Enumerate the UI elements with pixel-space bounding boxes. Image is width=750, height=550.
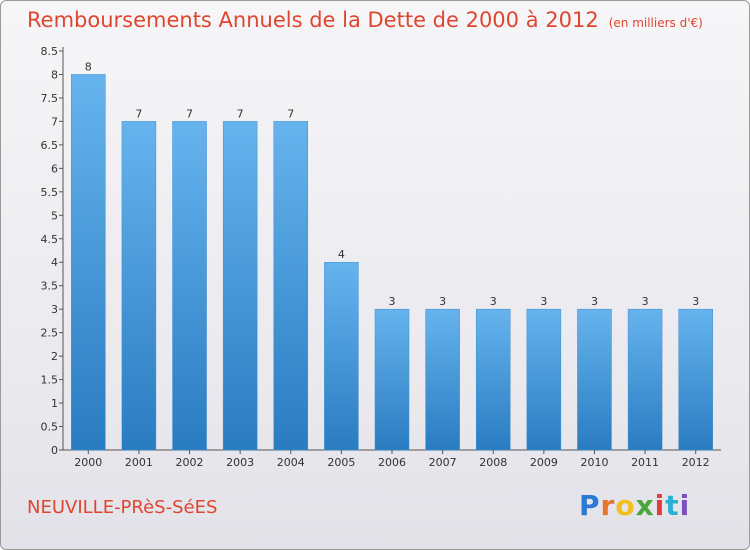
proxiti-logo: Proxiti <box>579 489 690 522</box>
y-tick-label: 2.5 <box>41 327 59 340</box>
data-label: 7 <box>287 107 294 120</box>
bar <box>324 261 359 451</box>
y-tick-label: 8 <box>51 68 58 81</box>
x-tick-label: 2011 <box>631 456 659 469</box>
bar <box>475 308 511 451</box>
logo-letter: t <box>665 489 680 522</box>
x-tick-label: 2002 <box>176 456 204 469</box>
bar <box>526 308 562 451</box>
x-tick-label: 2006 <box>378 456 406 469</box>
data-label: 8 <box>85 60 92 73</box>
y-tick-label: 2 <box>51 350 58 363</box>
bar <box>425 308 460 451</box>
data-label: 7 <box>186 107 193 120</box>
chart-title: Remboursements Annuels de la Dette de 20… <box>27 8 703 32</box>
y-tick-label: 8.5 <box>41 45 59 58</box>
y-tick-label: 7.5 <box>41 92 59 105</box>
data-label: 3 <box>540 295 547 308</box>
x-tick-label: 2009 <box>530 456 558 469</box>
bar <box>121 121 157 451</box>
data-label: 3 <box>642 295 649 308</box>
bar <box>71 74 106 451</box>
bar <box>172 121 207 451</box>
x-tick-label: 2000 <box>74 456 102 469</box>
bar <box>374 308 410 451</box>
y-tick-label: 3 <box>51 303 58 316</box>
x-tick-label: 2004 <box>277 456 305 469</box>
commune-name: NEUVILLE-PRèS-SéES <box>27 497 218 518</box>
data-label: 3 <box>490 295 497 308</box>
bar <box>627 308 663 451</box>
y-tick-label: 7 <box>51 115 58 128</box>
y-tick-label: 3.5 <box>41 280 59 293</box>
data-label: 7 <box>237 107 244 120</box>
bars <box>71 74 713 451</box>
data-label: 4 <box>338 248 345 261</box>
y-tick-label: 4 <box>51 256 58 269</box>
y-tick-label: 1 <box>51 397 58 410</box>
x-tick-label: 2010 <box>580 456 608 469</box>
y-tick-label: 6 <box>51 162 58 175</box>
data-label: 3 <box>591 295 598 308</box>
y-tick-label: 6.5 <box>41 139 59 152</box>
labels: 8 2000 7 2001 7 2002 7 2003 7 2004 4 2005 3 2006 3 2007… <box>74 60 709 469</box>
logo-letter: o <box>615 489 636 522</box>
logo-letter: r <box>600 489 616 522</box>
logo-letter: i <box>679 489 691 522</box>
x-tick-label: 2008 <box>479 456 507 469</box>
bar <box>222 121 258 451</box>
bar <box>273 121 309 451</box>
y-tick-label: 5.5 <box>41 186 59 199</box>
axes: 0 0.5 1 1.5 2 2.5 3 3.5 4 4.5 5 5.5 6 6.5 7 7.5 8 8.5 <box>41 45 721 457</box>
data-label: 3 <box>439 295 446 308</box>
x-tick-label: 2007 <box>429 456 457 469</box>
y-tick-label: 0.5 <box>41 421 59 434</box>
logo-letter: x <box>635 489 655 522</box>
title-unit: (en milliers d'€) <box>608 16 703 30</box>
y-tick-label: 0 <box>51 444 58 457</box>
y-tick-label: 1.5 <box>41 374 59 387</box>
y-tick-label: 4.5 <box>41 233 59 246</box>
logo-letter: P <box>579 489 601 522</box>
x-tick-label: 2005 <box>327 456 355 469</box>
y-tick-label: 5 <box>51 209 58 222</box>
bar <box>678 308 713 451</box>
logo-letter: i <box>654 489 666 522</box>
title-text: Remboursements Annuels de la Dette de 20… <box>27 8 599 32</box>
x-tick-label: 2001 <box>125 456 153 469</box>
x-tick-label: 2003 <box>226 456 254 469</box>
x-tick-label: 2012 <box>682 456 710 469</box>
data-label: 3 <box>692 295 699 308</box>
data-label: 7 <box>135 107 142 120</box>
bar <box>577 308 612 451</box>
data-label: 3 <box>389 295 396 308</box>
